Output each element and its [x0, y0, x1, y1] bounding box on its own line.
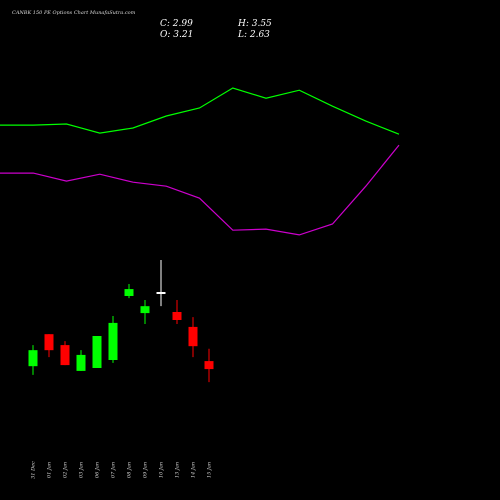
x-tick-label: 07 Jan	[111, 462, 117, 478]
candle-body	[156, 292, 166, 294]
candle-body	[124, 289, 134, 296]
candle-body	[92, 336, 102, 368]
high-info: H: 3.55	[237, 19, 272, 29]
x-tick-label: 10 Jan	[159, 462, 165, 478]
overlay-line	[0, 144, 400, 236]
x-tick-label: 06 Jan	[95, 462, 101, 478]
x-tick-label: 09 Jan	[143, 462, 149, 478]
low-info: L: 2.63	[237, 30, 270, 40]
candle-body	[140, 306, 150, 314]
candle-body	[204, 361, 214, 370]
x-tick-label: 03 Jan	[79, 462, 85, 478]
x-tick-label: 13 Jan	[175, 462, 181, 478]
x-tick-label: 15 Jan	[207, 462, 213, 478]
close-info: C: 2.99	[160, 19, 193, 29]
candle-body	[108, 322, 118, 360]
x-tick-label: 02 Jan	[63, 462, 69, 478]
candle-body	[60, 345, 70, 366]
x-tick-label: 08 Jan	[127, 462, 133, 478]
chart-title: CANBK 150 PE Options Chart MunafaSutra.c…	[12, 10, 136, 16]
x-tick-label: 14 Jan	[191, 462, 197, 478]
x-tick-label: 01 Jan	[47, 462, 53, 478]
candle-body	[44, 334, 54, 351]
x-tick-label: 31 Dec	[31, 461, 37, 479]
candle-body	[188, 326, 198, 347]
candle-body	[172, 312, 182, 320]
open-info: O: 3.21	[160, 30, 193, 40]
candle-body	[28, 350, 38, 367]
candle-body	[76, 354, 86, 371]
overlay-line	[0, 87, 400, 135]
